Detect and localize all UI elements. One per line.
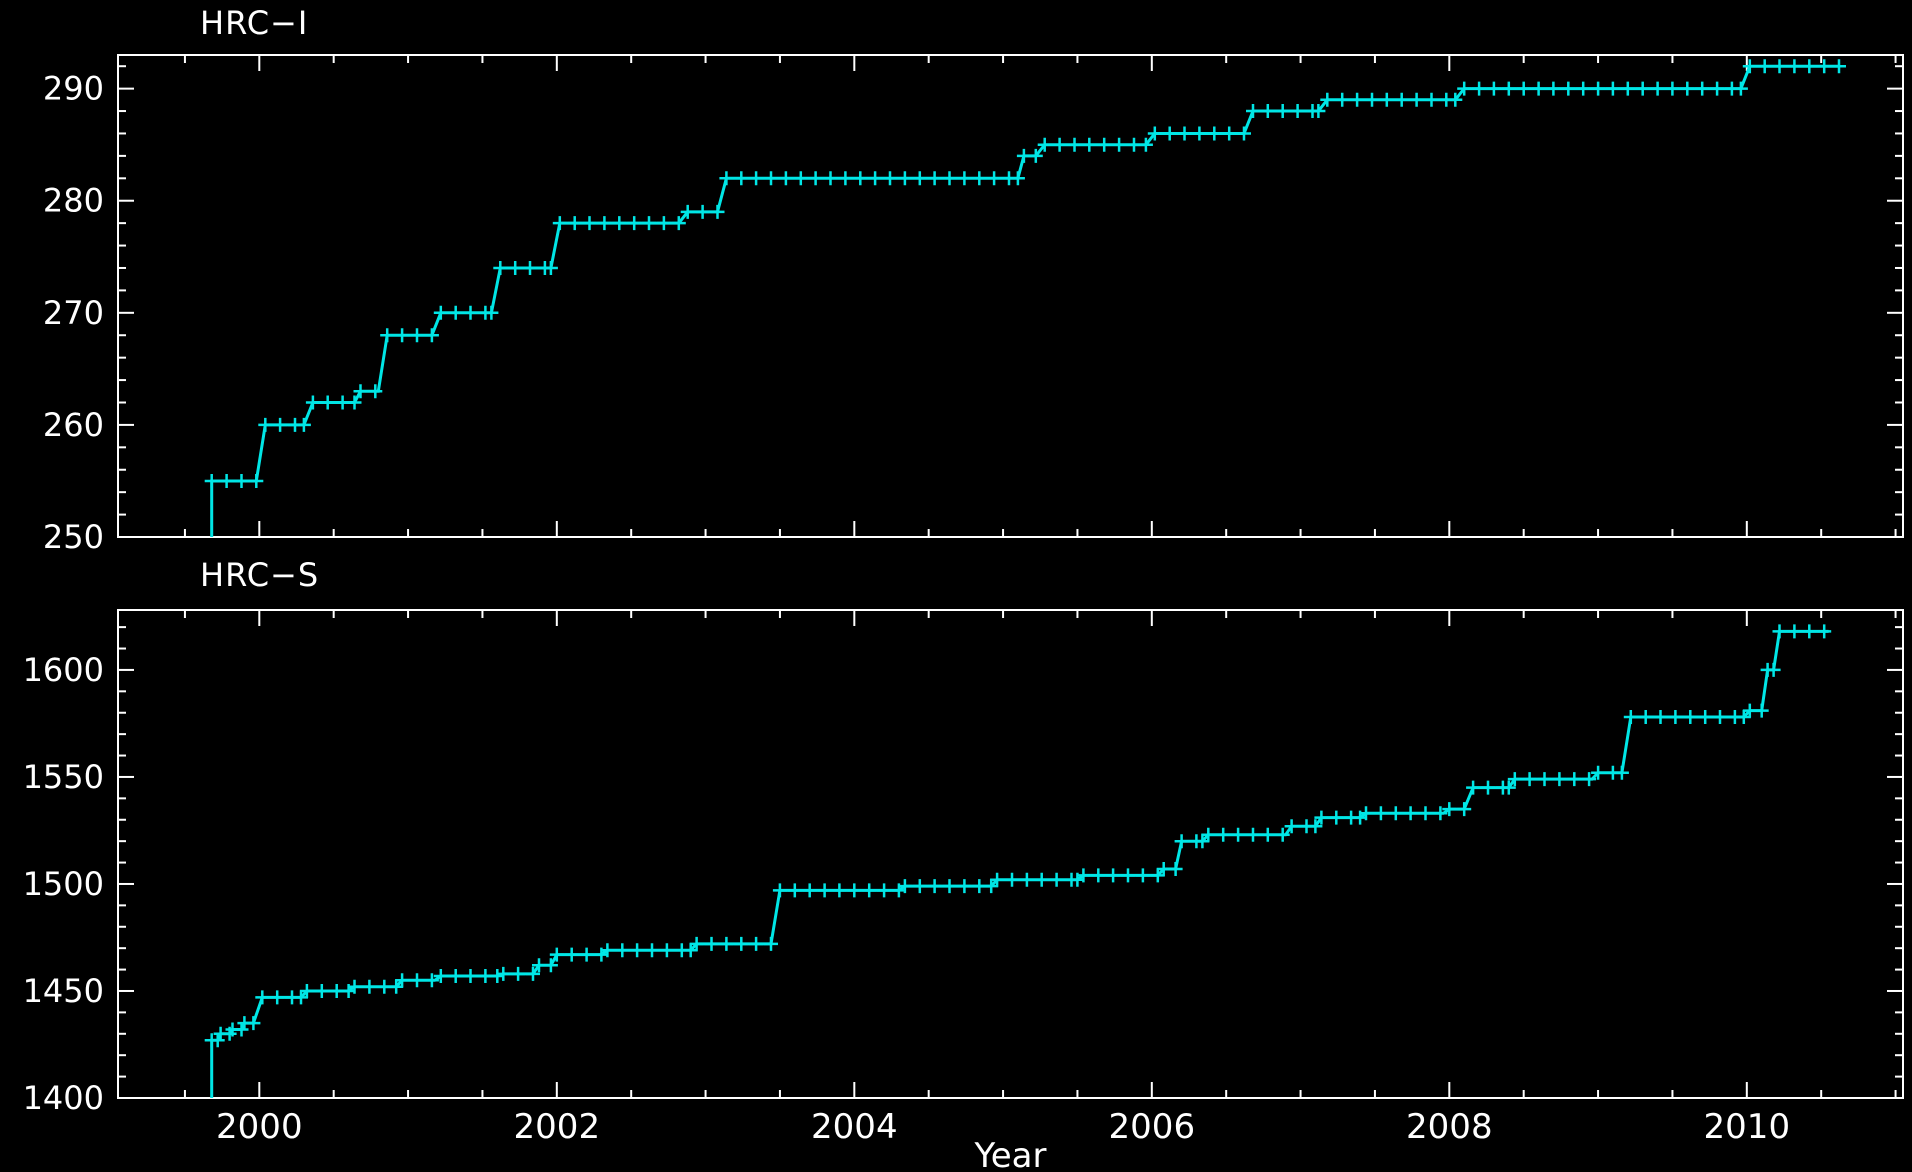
x-tick-label: 2000 [216, 1107, 303, 1147]
data-plus-markers [204, 59, 1846, 488]
y-tick-label: 260 [43, 406, 104, 444]
x-axis-label: Year [974, 1136, 1047, 1172]
y-tick-label: 290 [43, 70, 104, 108]
plot-frame [117, 54, 1904, 538]
x-tick-label: 2002 [514, 1107, 601, 1147]
data-plus-markers [204, 624, 1832, 1048]
data-line [210, 629, 1829, 1098]
y-tick-label: 1400 [23, 1079, 104, 1117]
hrc-i-chart-title: HRC−I [200, 4, 309, 42]
x-tick-label: 2010 [1704, 1107, 1791, 1147]
y-tick-label: 270 [43, 294, 104, 332]
data-line [210, 64, 1839, 537]
plot-frame [117, 609, 1904, 1099]
hrc-s-chart-title: HRC−S [200, 556, 320, 594]
y-tick-label: 1450 [23, 972, 104, 1010]
y-tick-label: 280 [43, 182, 104, 220]
y-tick-label: 1600 [23, 651, 104, 689]
y-tick-label: 1500 [23, 865, 104, 903]
y-tick-label: 250 [43, 518, 104, 556]
x-tick-label: 2006 [1109, 1107, 1196, 1147]
x-tick-label: 2008 [1406, 1107, 1493, 1147]
x-tick-label: 2004 [811, 1107, 898, 1147]
y-tick-label: 1550 [23, 758, 104, 796]
